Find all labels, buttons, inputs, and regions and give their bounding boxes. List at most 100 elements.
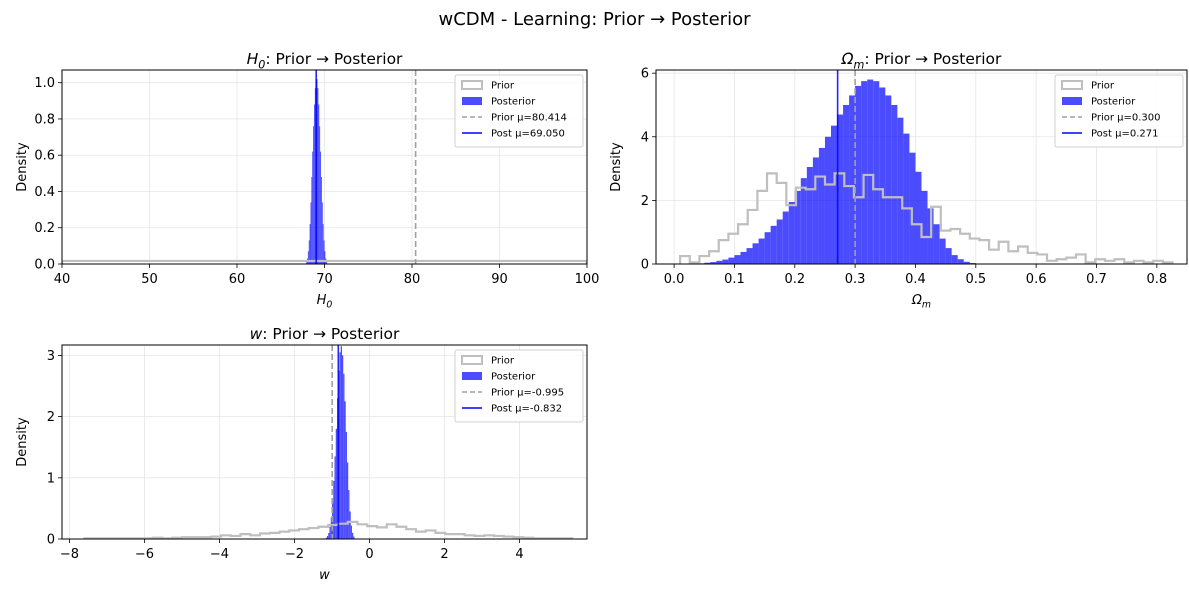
posterior-bar <box>933 224 940 264</box>
legend-label: Post μ=0.271 <box>1091 129 1158 140</box>
posterior-bar <box>353 536 355 539</box>
plot-area <box>679 70 1174 264</box>
posterior-bar <box>343 373 345 539</box>
legend-box <box>454 74 584 148</box>
posterior-bar <box>344 401 346 539</box>
legend-label: Prior μ=80.414 <box>491 113 567 124</box>
legend-label: Post μ=69.050 <box>491 129 565 140</box>
x-tick-label: 0 <box>365 547 373 562</box>
panel-title-rest: : Prior → Posterior <box>864 50 1002 68</box>
posterior-bar <box>867 79 874 264</box>
posterior-bar <box>794 190 801 264</box>
posterior-bar <box>314 104 315 264</box>
posterior-bar <box>310 202 312 264</box>
x-tick-label: 4 <box>515 547 523 562</box>
panel-title-rest: : Prior → Posterior <box>262 325 400 343</box>
x-tick-label: −8 <box>60 547 79 562</box>
posterior-bar <box>317 88 319 264</box>
posterior-bar <box>346 462 349 539</box>
x-tick-label: −6 <box>135 547 154 562</box>
posterior-bar <box>314 88 316 264</box>
posterior-bar <box>879 87 886 264</box>
y-axis-label: Density <box>15 142 30 192</box>
posterior-bar <box>321 176 322 264</box>
legend: Prior Posterior Prior μ=80.414 Post μ=69.05… <box>454 74 584 148</box>
legend-prior-swatch <box>461 355 483 365</box>
posterior-bar <box>963 261 970 264</box>
legend-label: Posterior <box>491 372 536 383</box>
posterior-bar <box>939 238 946 264</box>
y-tick-label: 1 <box>47 471 55 486</box>
x-tick-label: 2 <box>440 547 448 562</box>
posterior-bar <box>818 147 825 264</box>
panel-title-var: w <box>250 325 263 343</box>
x-axis-label-var: w <box>319 568 330 583</box>
legend-label: Prior μ=0.300 <box>1091 113 1161 124</box>
posterior-bar <box>734 255 741 264</box>
posterior-bar <box>770 225 777 264</box>
x-tick-label: 0.7 <box>1086 272 1107 287</box>
posterior-bar <box>316 79 318 264</box>
posterior-bar <box>312 151 314 264</box>
posterior-bar <box>326 262 328 264</box>
x-axis-label-sub: 0 <box>326 300 332 311</box>
x-tick-label: −2 <box>285 547 304 562</box>
posterior-bar <box>752 243 759 264</box>
legend: Prior Posterior Prior μ=0.300 Post μ=0.271 <box>1054 74 1184 148</box>
panel-title: Ωm: Prior → Posterior <box>841 50 1002 71</box>
posterior-bar <box>824 136 831 264</box>
legend-box <box>1054 74 1184 148</box>
legend-posterior-swatch <box>462 97 482 105</box>
posterior-bar <box>350 525 352 539</box>
y-tick-label: 2 <box>641 194 649 209</box>
posterior-bar <box>323 240 325 264</box>
posterior-bar <box>951 255 958 264</box>
posterior-bar <box>318 104 320 264</box>
posterior-bar <box>325 537 327 539</box>
posterior-bar <box>329 526 331 539</box>
figure-suptitle: wCDM - Learning: Prior → Posterior <box>439 9 752 30</box>
posterior-bar <box>322 224 324 264</box>
x-axis-label-sub: m <box>922 300 931 311</box>
posterior-bar <box>861 81 868 264</box>
posterior-bar <box>806 167 813 264</box>
posterior-bar <box>341 355 344 539</box>
x-tick-label: 0.3 <box>845 272 866 287</box>
y-tick-label: 6 <box>641 67 649 82</box>
y-tick-label: 0.4 <box>34 185 55 200</box>
x-axis-label-var: Ω <box>911 293 922 308</box>
legend-prior-swatch <box>461 80 483 90</box>
x-tick-label: 0.8 <box>1146 272 1167 287</box>
prior-histogram-step <box>679 172 1174 264</box>
y-axis-label: Density <box>15 417 30 467</box>
posterior-bar <box>333 480 335 539</box>
posterior-bar <box>837 114 844 264</box>
posterior-bar <box>921 190 928 264</box>
x-axis-label: H0 <box>317 293 333 311</box>
y-tick-label: 4 <box>641 130 649 145</box>
panel-title: H0: Prior → Posterior <box>247 50 403 71</box>
plot-area <box>62 70 587 264</box>
x-tick-label: 0.6 <box>1026 272 1047 287</box>
x-tick-label: 40 <box>54 272 71 287</box>
posterior-bar <box>746 248 753 264</box>
y-tick-label: 0.0 <box>34 258 55 273</box>
posterior-bar <box>345 431 347 539</box>
y-tick-label: 0 <box>641 258 649 273</box>
x-tick-label: 60 <box>229 272 246 287</box>
posterior-bar <box>782 211 789 264</box>
posterior-bar <box>307 251 309 264</box>
panel-title-sub: m <box>853 58 864 71</box>
omega-m-panel: 0.0 0.1 0.2 0.3 0.4 0.5 0.6 0.7 0.8 0 2 4 6 Ωm Density… <box>609 50 1188 311</box>
x-tick-label: 100 <box>575 272 600 287</box>
posterior-bar <box>873 81 880 264</box>
posterior-bar <box>334 456 336 539</box>
x-axis-label: Ωm <box>911 293 931 311</box>
posterior-bar <box>704 262 711 264</box>
panel-title-rest: : Prior → Posterior <box>265 50 403 68</box>
posterior-bar <box>800 178 807 264</box>
posterior-bar <box>313 126 314 264</box>
x-axis-label-var: H <box>317 293 327 308</box>
posterior-bar <box>764 232 771 264</box>
